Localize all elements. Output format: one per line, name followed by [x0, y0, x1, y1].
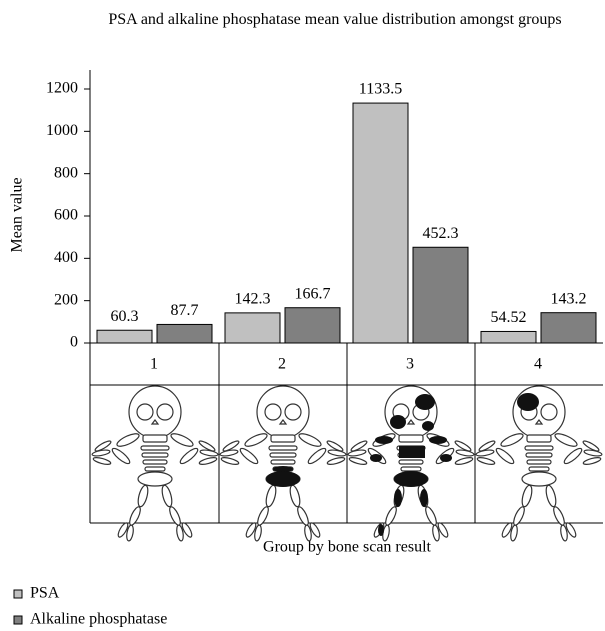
- y-tick-label: 1000: [46, 122, 78, 139]
- legend-swatch: [14, 590, 22, 598]
- bar: [225, 313, 280, 343]
- value-label: 60.3: [111, 308, 139, 325]
- value-label: 452.3: [423, 225, 459, 242]
- y-tick-label: 800: [54, 164, 78, 181]
- value-label: 54.52: [491, 309, 527, 326]
- y-tick-label: 0: [70, 334, 78, 351]
- legend-label: Alkaline phosphatase: [30, 611, 167, 628]
- page: Mean value Group by bone scan result 0 20…: [0, 0, 605, 631]
- value-label: 142.3: [235, 291, 271, 308]
- y-axis-label: Mean value: [9, 177, 26, 252]
- x-tick-label: 2: [278, 356, 286, 373]
- x-tick-label: 3: [406, 356, 414, 373]
- x-tick-label: 1: [150, 356, 158, 373]
- y-tick-label: 400: [54, 249, 78, 266]
- chart: Mean value Group by bone scan result 0 20…: [0, 0, 605, 631]
- chart-title: PSA and alkaline phosphatase mean value …: [100, 5, 570, 34]
- x-tick-label: 4: [534, 356, 542, 373]
- legend-swatch: [14, 616, 22, 624]
- bar: [481, 331, 536, 343]
- value-label: 87.7: [171, 302, 199, 319]
- bar: [353, 103, 408, 343]
- skeleton-2: [220, 386, 347, 541]
- bar: [157, 324, 212, 343]
- bar: [541, 313, 596, 343]
- legend-label: PSA: [30, 585, 60, 602]
- bar: [285, 308, 340, 343]
- value-label: 1133.5: [359, 81, 402, 98]
- value-label: 166.7: [295, 285, 331, 302]
- bar: [97, 330, 152, 343]
- skeleton-1: [92, 386, 219, 541]
- skeleton-4: [476, 386, 603, 541]
- bar: [413, 247, 468, 343]
- value-label: 143.2: [551, 290, 587, 307]
- x-axis-label: Group by bone scan result: [263, 539, 432, 556]
- skeleton-3: [348, 386, 475, 541]
- y-tick-label: 1200: [46, 80, 78, 97]
- y-tick-label: 200: [54, 291, 78, 308]
- y-tick-label: 600: [54, 207, 78, 224]
